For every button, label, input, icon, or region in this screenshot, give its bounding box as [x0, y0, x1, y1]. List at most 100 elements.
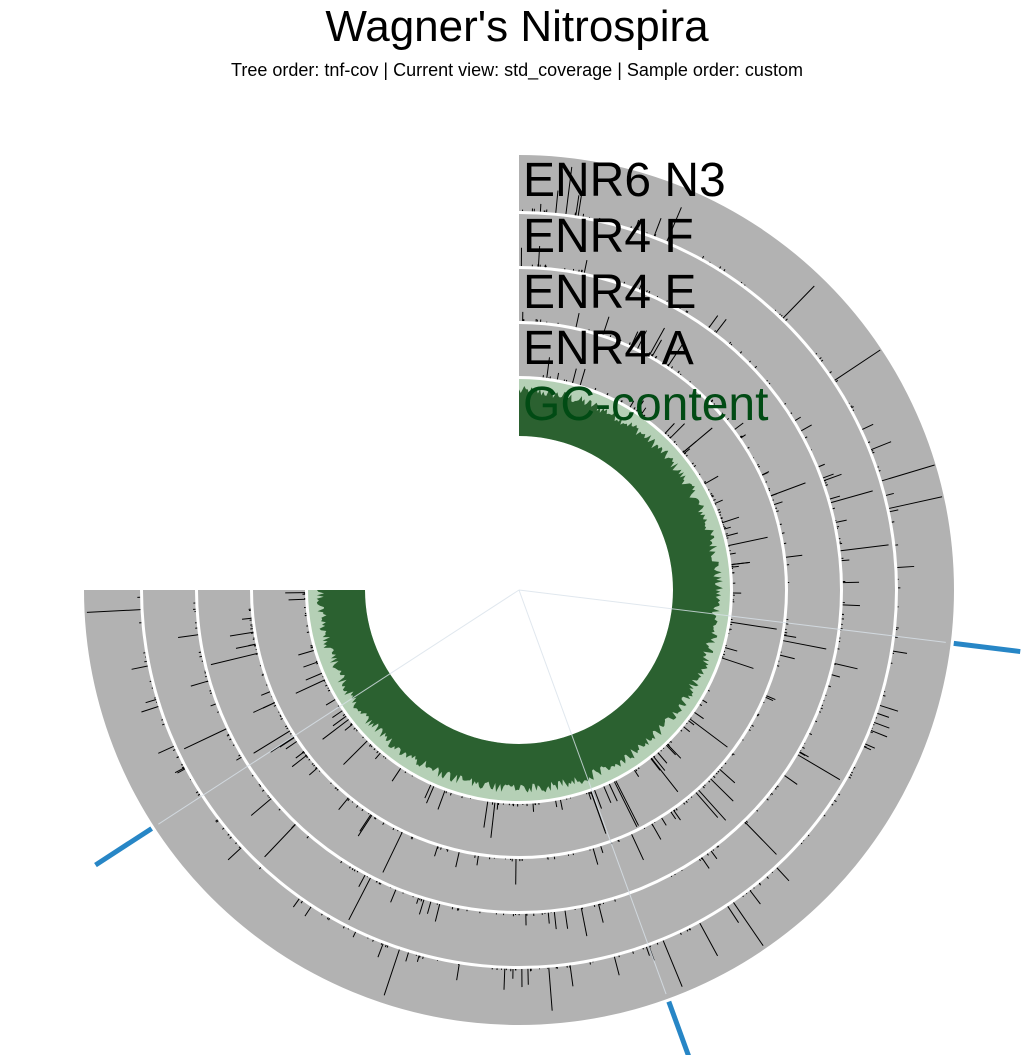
coverage-bar: [685, 454, 688, 457]
coverage-bar: [768, 488, 771, 490]
coverage-bar: [336, 788, 339, 791]
coverage-bar: [384, 944, 387, 948]
coverage-bar: [765, 481, 768, 483]
coverage-bar: [725, 532, 739, 537]
coverage-bar: [704, 784, 706, 787]
coverage-bar: [273, 704, 277, 707]
coverage-bar: [775, 507, 778, 509]
coverage-bar: [161, 719, 164, 721]
coverage-bar: [758, 465, 761, 468]
coverage-bar: [749, 890, 761, 905]
coverage-bar: [280, 717, 283, 720]
coverage-bar: [279, 715, 282, 718]
coverage-bar: [455, 852, 460, 868]
coverage-bar: [770, 493, 778, 497]
selected-branch-marker[interactable]: [953, 640, 1021, 655]
coverage-bar: [670, 366, 674, 369]
coverage-bar: [835, 379, 839, 383]
coverage-bar: [278, 808, 281, 811]
coverage-bar: [162, 723, 165, 726]
coverage-bar: [771, 871, 774, 874]
coverage-bar: [782, 285, 815, 319]
coverage-bar: [210, 652, 258, 666]
coverage-bar: [878, 470, 881, 472]
coverage-bar: [456, 964, 460, 981]
coverage-bar: [717, 508, 721, 511]
layer-label-enr6-n3: ENR6 N3: [523, 154, 726, 207]
coverage-bar: [784, 775, 798, 785]
coverage-bar: [708, 489, 710, 491]
coverage-bar: [834, 799, 837, 803]
coverage-bar: [583, 259, 588, 273]
coverage-bar: [349, 866, 351, 869]
selected-branch-marker[interactable]: [666, 1000, 692, 1055]
coverage-bar: [838, 793, 841, 796]
coverage-bar: [654, 233, 657, 237]
coverage-bar: [842, 604, 861, 607]
layer-label-enr4-f: ENR4 F: [523, 210, 694, 263]
coverage-bar: [391, 768, 402, 782]
coverage-bar: [669, 436, 671, 439]
coverage-bar: [376, 750, 379, 754]
coverage-bar: [680, 729, 683, 732]
coverage-bar: [685, 800, 688, 803]
coverage-bar: [608, 783, 618, 802]
coverage-bar: [654, 356, 657, 359]
coverage-bar: [717, 845, 719, 848]
coverage-bar: [630, 331, 639, 346]
coverage-bar: [757, 464, 759, 466]
coverage-bar: [804, 436, 808, 439]
coverage-bar: [651, 823, 654, 827]
tree-branch: [158, 589, 520, 825]
coverage-bar: [226, 734, 230, 737]
coverage-bar: [800, 424, 812, 432]
coverage-bar: [210, 703, 216, 707]
coverage-bar: [726, 418, 730, 421]
coverage-bar: [348, 877, 371, 921]
coverage-bar: [653, 755, 656, 758]
coverage-bar: [873, 721, 890, 729]
coverage-bar: [819, 357, 822, 360]
coverage-bar: [815, 352, 818, 355]
coverage-bar: [689, 381, 691, 383]
coverage-bar: [279, 714, 282, 717]
coverage-bar: [794, 416, 801, 421]
coverage-bar: [669, 423, 685, 439]
selected-branch-marker[interactable]: [94, 826, 154, 868]
coverage-bar: [195, 791, 199, 794]
coverage-bar: [655, 355, 658, 359]
coverage-bar: [712, 849, 715, 851]
coverage-bar: [227, 733, 230, 736]
coverage-bar: [176, 756, 179, 759]
coverage-bar: [710, 399, 714, 402]
coverage-bar: [358, 874, 366, 887]
coverage-bar: [172, 749, 176, 752]
coverage-bar: [720, 517, 723, 520]
coverage-bar: [496, 802, 499, 810]
coverage-bars-ring-1: [86, 166, 943, 1011]
coverage-bar: [797, 754, 841, 781]
coverage-bar: [864, 745, 867, 748]
coverage-bar: [675, 808, 678, 811]
coverage-bars-ring-3: [210, 311, 827, 885]
coverage-bar: [418, 899, 425, 915]
coverage-bar: [745, 892, 748, 895]
coverage-bar: [258, 867, 262, 870]
coverage-bar: [881, 464, 935, 482]
coverage-bar: [853, 766, 856, 769]
coverage-bar: [747, 446, 750, 449]
coverage-bar: [370, 745, 373, 748]
coverage-bar: [476, 855, 479, 866]
coverage-bar: [437, 790, 446, 810]
coverage-bar: [768, 382, 771, 385]
coverage-bar: [733, 902, 764, 946]
coverage-bar: [662, 747, 665, 749]
coverage-bar: [724, 647, 738, 652]
coverage-bar: [181, 766, 185, 769]
coverage-bar: [713, 499, 716, 501]
coverage-bar: [382, 832, 403, 873]
coverage-bar: [236, 756, 242, 761]
coverage-bar: [730, 621, 777, 630]
coverage-bar: [688, 720, 695, 726]
